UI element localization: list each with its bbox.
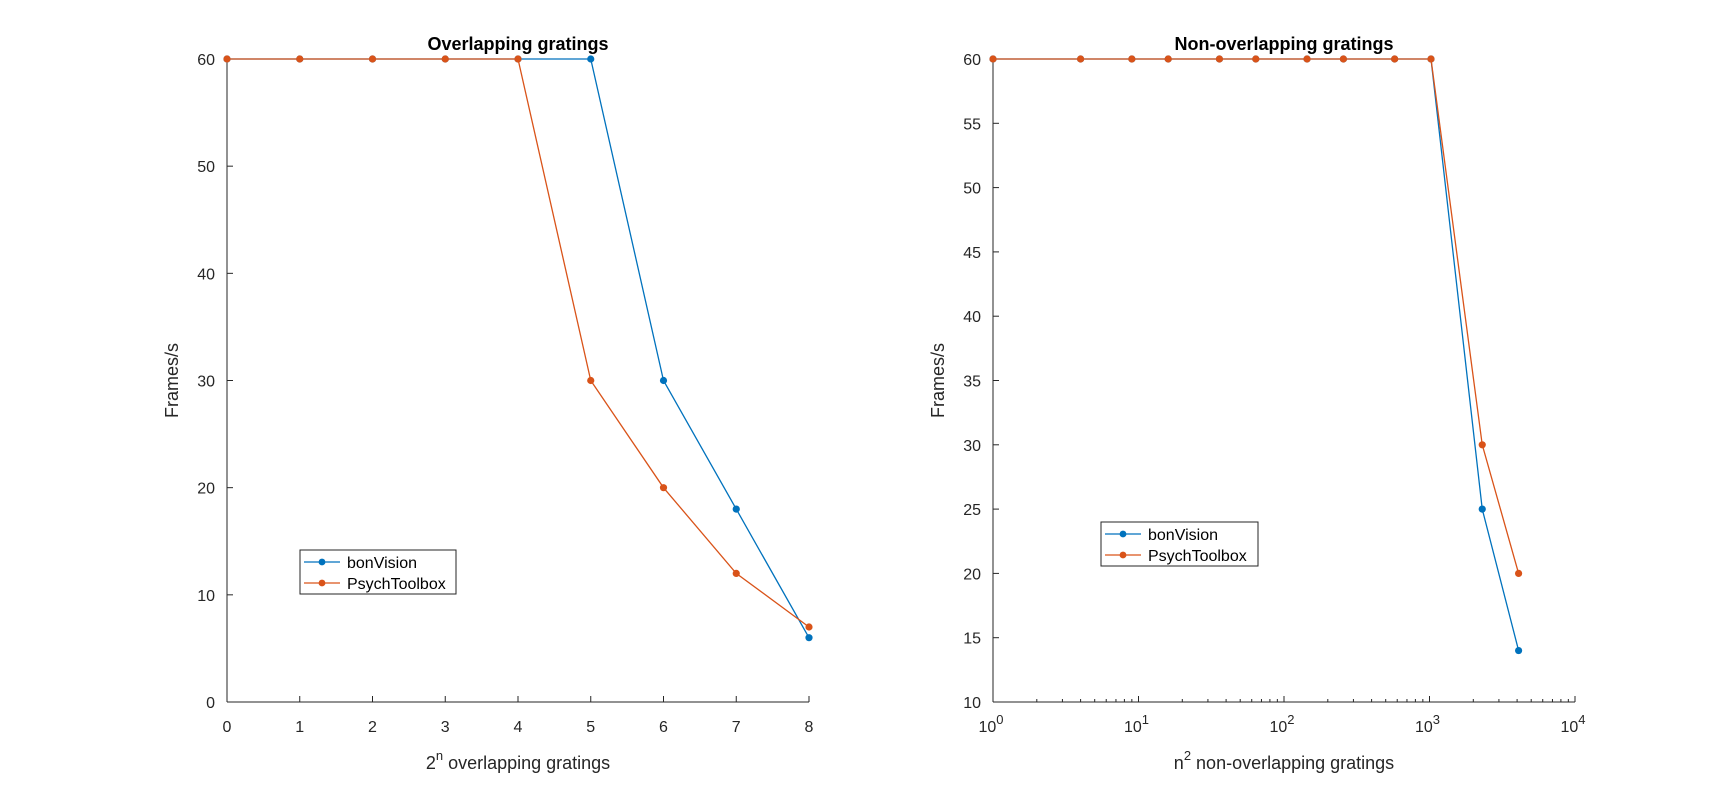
data-point — [1427, 55, 1435, 63]
y-tick-label: 10 — [197, 588, 215, 605]
legend-marker — [1119, 551, 1127, 559]
data-point — [1215, 55, 1224, 63]
x-tick-label: 7 — [732, 719, 741, 736]
y-tick-label: 20 — [963, 566, 981, 583]
data-point — [296, 55, 304, 63]
chart-2: 10 15 20 25 30 35 40 45 50 55 60 100 101 102 103 104 Non… — [928, 34, 1586, 773]
legend-entry-label: bonVision — [1148, 527, 1218, 544]
data-point — [1164, 55, 1172, 63]
legend-marker — [1119, 530, 1127, 538]
data-point — [1128, 55, 1136, 63]
data-point — [732, 569, 740, 578]
legend-marker — [318, 558, 326, 566]
data-point — [1478, 441, 1486, 449]
x-tick-label: 4 — [514, 719, 523, 736]
data-point — [1303, 55, 1311, 63]
x-tick-label: 8 — [805, 719, 814, 736]
data-point — [368, 55, 377, 63]
x-axis-label: n2 non-overlapping gratings — [1174, 748, 1394, 773]
data-point — [1339, 55, 1347, 63]
y-tick-label: 45 — [963, 245, 981, 262]
legend-box — [1100, 521, 1259, 567]
x-tick-label: 5 — [586, 719, 595, 736]
x-tick-label: 1 — [295, 719, 304, 736]
y-tick-label: 20 — [197, 481, 215, 498]
y-axis-label: Frames/s — [928, 343, 948, 418]
y-tick-label: 0 — [206, 695, 215, 712]
y-tick-label: 60 — [197, 52, 215, 69]
x-tick-label: 104 — [1560, 712, 1585, 736]
x-axis-label: 2n overlapping gratings — [426, 748, 610, 773]
y-tick-label: 40 — [963, 309, 981, 326]
data-point — [441, 55, 449, 63]
data-point — [1514, 569, 1523, 578]
x-tick-label: 101 — [1124, 712, 1149, 736]
y-tick-label: 15 — [963, 631, 981, 648]
data-point — [659, 376, 668, 385]
legend: bonVision PsychToolbox — [1100, 521, 1259, 567]
data-point — [1252, 55, 1260, 63]
y-tick-label: 30 — [197, 374, 215, 391]
data-point — [805, 623, 813, 631]
y-axis-label: Frames/s — [162, 343, 182, 418]
legend-entry-label: PsychToolbox — [347, 576, 446, 593]
legend-box — [299, 549, 457, 595]
series-line-2 — [227, 58, 810, 628]
legend-marker — [318, 579, 326, 587]
legend-entry-label: bonVision — [347, 555, 417, 572]
y-tick-label: 50 — [197, 159, 215, 176]
x-tick-label: 3 — [441, 719, 450, 736]
data-point — [1076, 55, 1085, 63]
legend: bonVision PsychToolbox — [299, 549, 457, 595]
series-line-2 — [993, 58, 1520, 574]
y-tick-label: 30 — [963, 438, 981, 455]
data-point — [587, 376, 595, 385]
chart-title: Overlapping gratings — [427, 34, 608, 54]
x-tick-label: 6 — [659, 719, 668, 736]
y-tick-label: 55 — [963, 116, 981, 133]
y-tick-label: 60 — [963, 52, 981, 69]
data-point — [732, 505, 740, 513]
data-point — [1514, 646, 1523, 655]
data-point — [659, 484, 668, 492]
x-tick-label: 102 — [1269, 712, 1294, 736]
y-tick-label: 35 — [963, 374, 981, 391]
data-point — [805, 634, 813, 642]
chart-title: Non-overlapping gratings — [1174, 34, 1393, 54]
data-point — [223, 55, 231, 63]
y-tick-label: 40 — [197, 266, 215, 283]
y-tick-label: 50 — [963, 181, 981, 198]
y-tick-label: 25 — [963, 502, 981, 519]
data-point — [1478, 505, 1486, 513]
legend-entry-label: PsychToolbox — [1148, 548, 1247, 565]
data-point — [1391, 55, 1399, 63]
x-tick-label: 2 — [368, 719, 377, 736]
data-point — [587, 55, 595, 63]
x-tick-label: 0 — [223, 719, 232, 736]
x-tick-label: 103 — [1415, 712, 1440, 736]
data-point — [514, 55, 522, 63]
x-tick-label: 100 — [978, 712, 1003, 736]
data-point — [989, 55, 997, 63]
chart-1: 0 10 20 30 40 50 60 0 1 2 3 4 5 6 7 8 Overlapping gratin… — [162, 34, 814, 773]
y-tick-label: 10 — [963, 695, 981, 712]
